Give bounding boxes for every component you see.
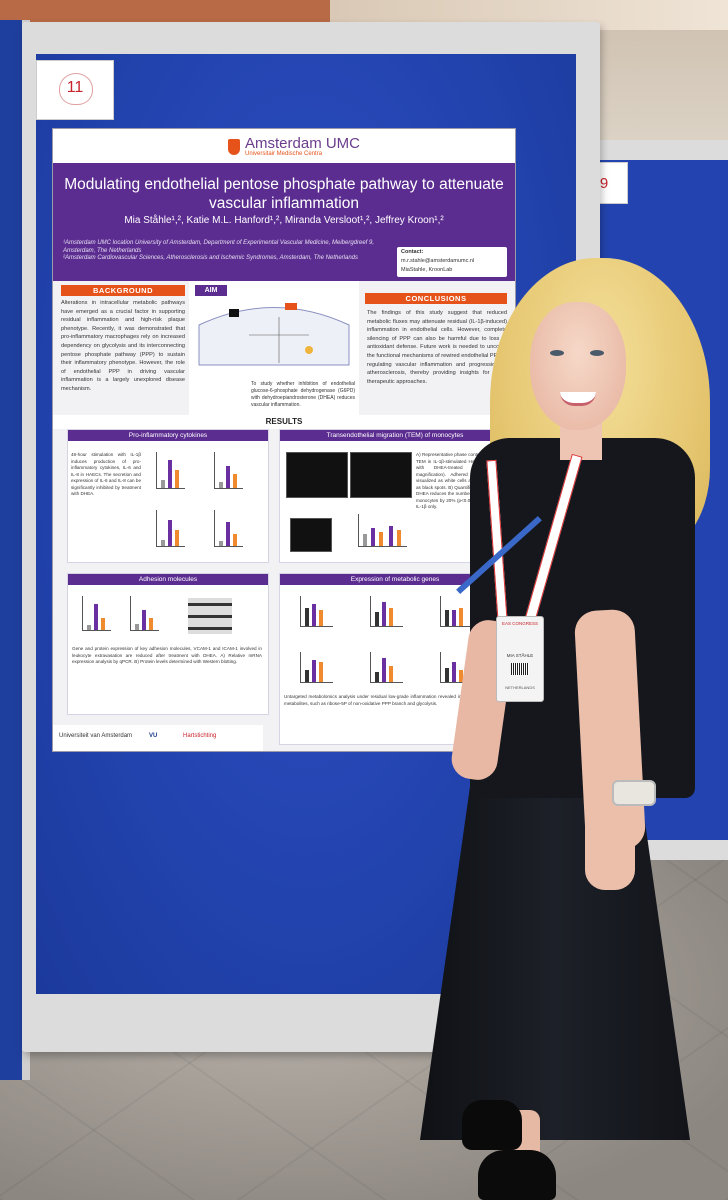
badge-barcode bbox=[511, 663, 529, 675]
micrograph-il1b bbox=[286, 452, 348, 498]
person-shoe-back bbox=[462, 1100, 522, 1150]
footer-logo-vu: VU bbox=[149, 733, 158, 739]
conclusions-text: The findings of this study suggest that … bbox=[367, 310, 507, 385]
person-eye-right bbox=[590, 350, 604, 356]
right-board-number: 9 bbox=[599, 175, 609, 192]
chart-tem-quantification bbox=[358, 514, 407, 547]
poster-authors: Mia Ståhle¹,², Katie M.L. Hanford¹,², Mi… bbox=[124, 215, 444, 226]
panel-cytokines: Pro-inflammatory cytokines 48-hour stimu… bbox=[67, 429, 269, 563]
chart-metabolic-6 bbox=[440, 652, 473, 683]
person-smile bbox=[560, 392, 596, 406]
heart-icon bbox=[59, 73, 93, 105]
pathway-diagram bbox=[198, 303, 350, 366]
board-number-card: 11 bbox=[36, 60, 114, 120]
chart-metabolic-2 bbox=[370, 596, 403, 627]
panel-adhesion: Adhesion molecules Gene and protein expr… bbox=[67, 573, 269, 715]
badge-name: MIA STÅHLE bbox=[506, 653, 534, 658]
chart-il6-expression bbox=[156, 510, 185, 547]
western-blot bbox=[188, 598, 232, 634]
micrograph-inset bbox=[290, 518, 332, 552]
chart-metabolic-1 bbox=[300, 596, 333, 627]
metabolic-text: Untargeted metabolomics analysis under r… bbox=[284, 694, 506, 706]
poster-header: Amsterdam UMC Universitair Medische Cent… bbox=[53, 129, 515, 281]
person-face bbox=[530, 302, 626, 430]
affiliation-2: ²Amsterdam Cardiovascular Sciences, Athe… bbox=[63, 255, 359, 261]
footer-logo-hartstichting: Hartstichting bbox=[183, 733, 217, 739]
chart-il8-expression bbox=[214, 510, 243, 547]
logo-bar: Amsterdam UMC Universitair Medische Cent… bbox=[53, 129, 515, 163]
affiliation-1: ¹Amsterdam UMC location University of Am… bbox=[63, 240, 375, 254]
board-number: 11 bbox=[66, 79, 84, 96]
contact-email: m.r.stahle@amsterdamumc.nl bbox=[401, 258, 475, 264]
panel-metabolic-title: Expression of metabolic genes bbox=[280, 574, 510, 585]
panel-cytokines-title: Pro-inflammatory cytokines bbox=[68, 430, 268, 441]
badge-event: EAS CONGRESS bbox=[501, 621, 538, 626]
background-text: Alterations in intracellular metabolic p… bbox=[61, 300, 185, 392]
aim-text: To study whether inhibition of endotheli… bbox=[251, 381, 355, 408]
footer-logo-uva: Universiteit van Amsterdam bbox=[59, 733, 133, 739]
badge-country: NETHERLANDS bbox=[505, 685, 535, 690]
aim-panel: AIM To study whether inhibition of endot… bbox=[189, 281, 359, 415]
scientific-poster: Amsterdam UMC Universitair Medische Cent… bbox=[52, 128, 516, 752]
panel-adhesion-title: Adhesion molecules bbox=[68, 574, 268, 585]
chart-il8-secretion bbox=[214, 452, 243, 489]
person-shoe-front bbox=[478, 1150, 556, 1200]
chart-vcam1 bbox=[82, 596, 111, 631]
wristwatch-icon bbox=[612, 780, 656, 806]
cytokines-text: 48-hour stimulation with IL-1β induces p… bbox=[71, 452, 141, 496]
chart-icam1 bbox=[130, 596, 159, 631]
logo-subtext: Universitair Medische Centra bbox=[245, 151, 323, 157]
chart-metabolic-3 bbox=[440, 596, 473, 627]
panel-tem-title: Transendothelial migration (TEM) of mono… bbox=[280, 430, 510, 441]
background-heading: BACKGROUND bbox=[61, 285, 185, 296]
contact-social: MiaStahle, KroonLab bbox=[401, 267, 453, 273]
chart-il6-secretion bbox=[156, 452, 185, 489]
adhesion-text: Gene and protein expression of key adhes… bbox=[72, 646, 262, 664]
poster-footer-logos: Universiteit van Amsterdam VU Hartsticht… bbox=[53, 725, 263, 751]
micrograph-il1b-dhea bbox=[350, 452, 412, 498]
name-badge: EAS CONGRESS MIA STÅHLE NETHERLANDS bbox=[496, 616, 544, 702]
chart-metabolic-5 bbox=[370, 652, 403, 683]
aim-heading: AIM bbox=[195, 285, 227, 296]
contact-box: Contact: m.r.stahle@amsterdamumc.nl MiaS… bbox=[397, 247, 507, 277]
conclusions-heading: CONCLUSIONS bbox=[365, 293, 507, 304]
chart-metabolic-4 bbox=[300, 652, 333, 683]
results-heading: RESULTS bbox=[53, 415, 515, 429]
logo-text: Amsterdam UMC bbox=[245, 135, 361, 152]
tem-text: A) Representative phase contrast images … bbox=[416, 452, 506, 509]
contact-label: Contact: bbox=[401, 249, 424, 255]
person-eye-left bbox=[550, 350, 564, 356]
poster-title: Modulating endothelial pentose phosphate… bbox=[64, 176, 504, 212]
person-hand bbox=[585, 800, 635, 890]
amsterdam-umc-logo-icon bbox=[228, 139, 240, 155]
